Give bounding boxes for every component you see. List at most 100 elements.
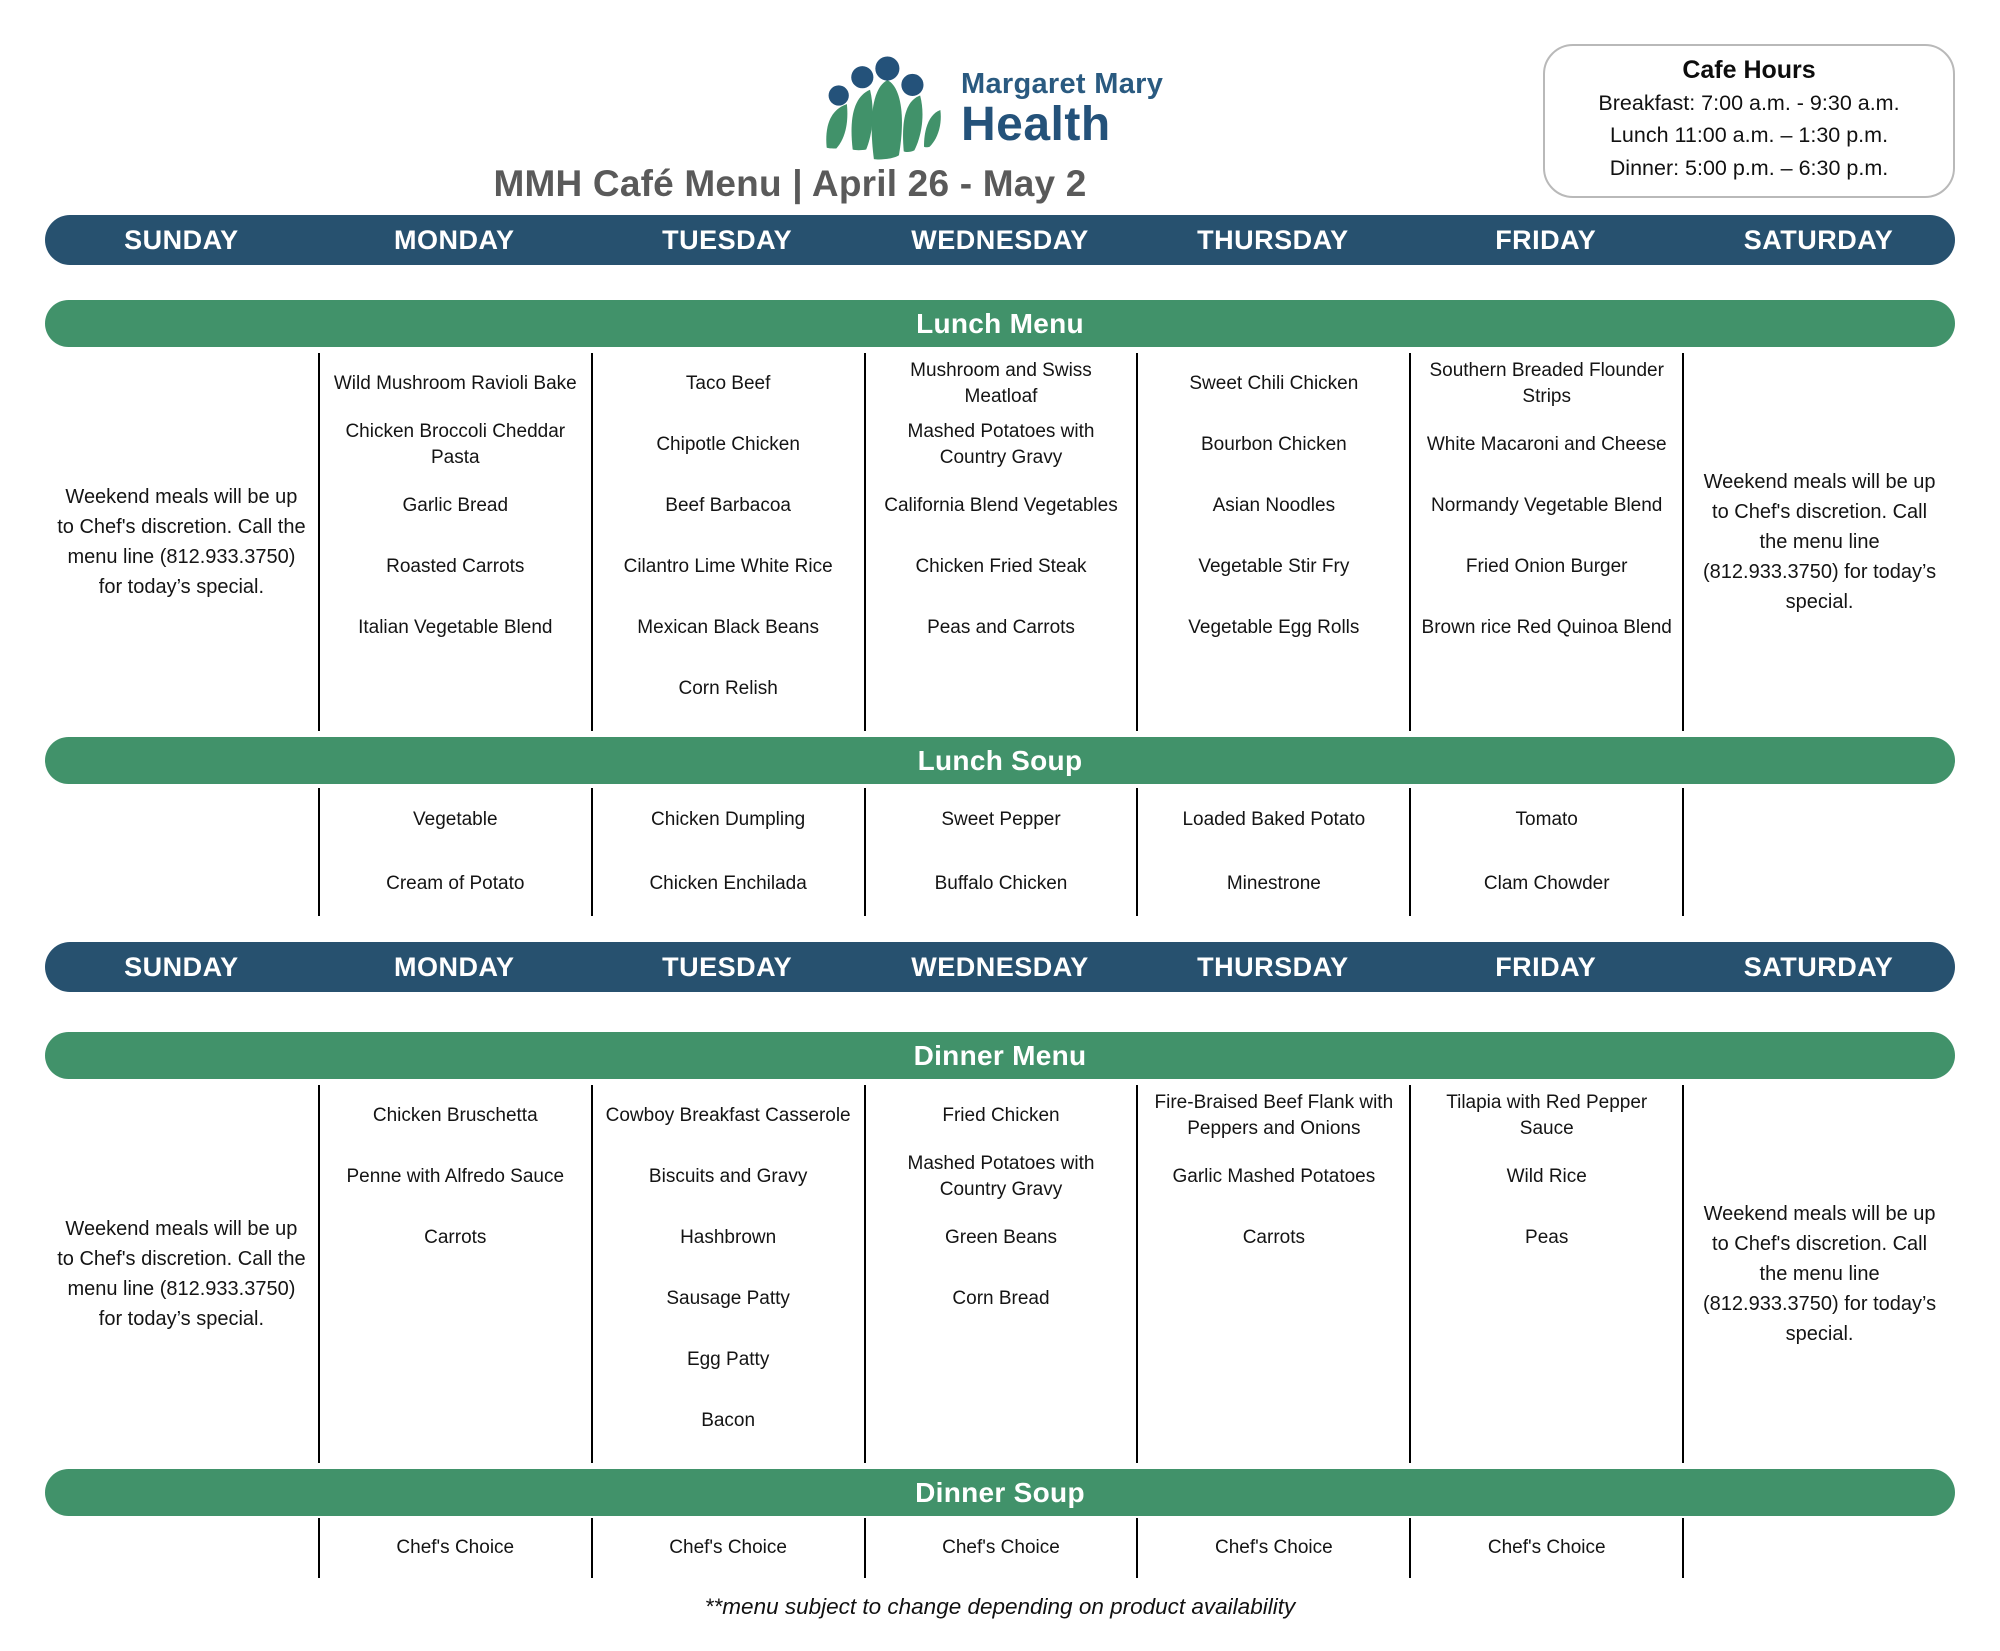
menu-item: Cilantro Lime White Rice (623, 555, 833, 577)
menu-item: Italian Vegetable Blend (358, 616, 553, 638)
menu-item: California Blend Vegetables (884, 494, 1118, 516)
lunch-saturday-cell: Weekend meals will be up to Chef's discr… (1682, 353, 1955, 731)
brand: Margaret Mary Health (823, 56, 1163, 162)
lunch-sunday-cell: Weekend meals will be up to Chef's discr… (45, 353, 318, 731)
soup-item: Chef's Choice (396, 1537, 515, 1559)
menu-item: Vegetable Stir Fry (1198, 555, 1350, 577)
lunch-grid: Weekend meals will be up to Chef's discr… (45, 347, 1955, 737)
menu-item: Wild Mushroom Ravioli Bake (333, 372, 577, 394)
menu-item: Brown rice Red Quinoa Blend (1421, 616, 1672, 638)
dinner-saturday-cell: Weekend meals will be up to Chef's discr… (1682, 1085, 1955, 1463)
brand-text: Margaret Mary Health (961, 68, 1163, 150)
lunch-soup-saturday-cell (1682, 788, 1955, 916)
menu-item: Cowboy Breakfast Casserole (605, 1104, 851, 1126)
menu-item: Chicken Fried Steak (915, 555, 1087, 577)
cafe-hours-lunch: Lunch 11:00 a.m. – 1:30 p.m. (1609, 123, 1889, 148)
lunch-soup-thursday-cell: Loaded Baked Potato Minestrone (1136, 788, 1409, 916)
lunch-soup-grid: Vegetable Cream of Potato Chicken Dumpli… (45, 784, 1955, 922)
brand-name-top: Margaret Mary (961, 68, 1164, 100)
menu-item: Garlic Mashed Potatoes (1172, 1165, 1376, 1187)
lunch-menu-bar: Lunch Menu (45, 300, 1955, 347)
lunch-soup-tuesday-cell: Chicken Dumpling Chicken Enchilada (590, 788, 864, 916)
menu-item: Sausage Patty (666, 1287, 790, 1309)
day-label-sunday: SUNDAY (124, 951, 239, 982)
day-label-friday: FRIDAY (1495, 951, 1597, 982)
day-label-monday: MONDAY (394, 224, 515, 255)
menu-item: Fried Chicken (942, 1104, 1060, 1126)
soup-item: Cream of Potato (386, 873, 525, 895)
menu-item: Tilapia with Red Pepper Sauce (1446, 1092, 1648, 1139)
dinner-friday-cell: Tilapia with Red Pepper Sauce Wild Rice … (1409, 1085, 1682, 1463)
spacer (45, 265, 1955, 300)
day-label-sunday: SUNDAY (124, 224, 239, 255)
page-title: MMH Café Menu | April 26 - May 2 (493, 163, 1087, 204)
lunch-soup-sunday-cell (45, 788, 318, 916)
menu-item: Asian Noodles (1212, 494, 1336, 516)
dinner-monday-cell: Chicken Bruschetta Penne with Alfredo Sa… (317, 1085, 591, 1463)
menu-item: Vegetable Egg Rolls (1188, 616, 1360, 638)
day-label-thursday: THURSDAY (1197, 224, 1349, 255)
menu-item: Mexican Black Beans (637, 616, 819, 638)
soup-item: Chef's Choice (669, 1537, 787, 1559)
availability-footnote: **menu subject to change depending on pr… (704, 1594, 1296, 1619)
menu-item: White Macaroni and Cheese (1426, 433, 1667, 455)
brand-name-bottom: Health (961, 98, 1111, 151)
lunch-soup-bar: Lunch Soup (45, 737, 1955, 784)
menu-item: Chicken Broccoli Cheddar Pasta (345, 421, 566, 468)
menu-item: Roasted Carrots (386, 555, 525, 577)
soup-item: Sweet Pepper (941, 809, 1061, 831)
weekend-note: Weekend meals will be up to Chef's discr… (1703, 1203, 1937, 1345)
menu-item: Beef Barbacoa (665, 494, 791, 516)
menu-item: Sweet Chili Chicken (1189, 372, 1359, 394)
weekend-note: Weekend meals will be up to Chef's discr… (57, 1218, 306, 1330)
menu-item: Chipotle Chicken (656, 433, 800, 455)
menu-item: Chicken Bruschetta (372, 1104, 538, 1126)
day-label-tuesday: TUESDAY (662, 224, 793, 255)
soup-item: Clam Chowder (1483, 873, 1610, 895)
soup-item: Chicken Enchilada (649, 873, 807, 895)
cafe-hours-breakfast: Breakfast: 7:00 a.m. - 9:30 a.m. (1598, 91, 1900, 115)
soup-item: Chicken Dumpling (651, 809, 806, 831)
weekend-note: Weekend meals will be up to Chef's discr… (57, 486, 306, 598)
soup-item: Chef's Choice (1215, 1537, 1333, 1559)
dinner-tuesday-cell: Cowboy Breakfast Casserole Biscuits and … (590, 1085, 864, 1463)
page-header: Margaret Mary Health MMH Café Menu | Apr… (45, 0, 1955, 215)
menu-item: Mushroom and Swiss Meatloaf (910, 360, 1092, 407)
menu-item: Egg Patty (686, 1348, 770, 1370)
day-header-row-bottom: SUNDAY MONDAY TUESDAY WEDNESDAY THURSDAY… (45, 942, 1955, 992)
lunch-soup-wednesday-cell: Sweet Pepper Buffalo Chicken (863, 788, 1137, 916)
day-label-monday: MONDAY (394, 951, 515, 982)
mmh-logo-icon (826, 56, 941, 160)
soup-item: Tomato (1515, 809, 1578, 831)
dinner-soup-bar: Dinner Soup (45, 1469, 1955, 1516)
menu-item: Corn Bread (952, 1287, 1050, 1309)
menu-item: Biscuits and Gravy (648, 1165, 808, 1187)
menu-item: Carrots (424, 1226, 487, 1248)
day-label-wednesday: WEDNESDAY (911, 224, 1089, 255)
menu-item: Fire-Braised Beef Flank with Peppers and… (1154, 1092, 1394, 1139)
menu-item: Garlic Bread (402, 494, 509, 516)
soup-item: Loaded Baked Potato (1182, 809, 1366, 831)
day-label-wednesday: WEDNESDAY (911, 951, 1089, 982)
menu-item: Bourbon Chicken (1200, 433, 1347, 455)
menu-item: Mashed Potatoes with Country Gravy (907, 421, 1095, 468)
dinner-soup-saturday-cell (1682, 1518, 1955, 1578)
cafe-hours-dinner: Dinner: 5:00 p.m. – 6:30 p.m. (1609, 155, 1889, 180)
menu-item: Fried Onion Burger (1465, 555, 1628, 577)
soup-item: Vegetable (413, 809, 498, 831)
spacer (45, 992, 1955, 1032)
menu-item: Taco Beef (685, 372, 771, 394)
lunch-friday-cell: Southern Breaded Flounder Strips White M… (1409, 353, 1682, 731)
menu-item: Southern Breaded Flounder Strips (1429, 360, 1664, 407)
lunch-thursday-cell: Sweet Chili Chicken Bourbon Chicken Asia… (1136, 353, 1409, 731)
dinner-soup-tuesday-cell: Chef's Choice (590, 1518, 864, 1578)
soup-item: Chef's Choice (1487, 1537, 1606, 1559)
lunch-tuesday-cell: Taco Beef Chipotle Chicken Beef Barbacoa… (590, 353, 864, 731)
dinner-soup-friday-cell: Chef's Choice (1409, 1518, 1682, 1578)
day-label-friday: FRIDAY (1495, 224, 1597, 255)
soup-item: Buffalo Chicken (934, 873, 1068, 895)
menu-item: Penne with Alfredo Sauce (346, 1165, 565, 1187)
menu-item: Peas and Carrots (927, 616, 1075, 638)
dinner-soup-grid: Chef's Choice Chef's Choice Chef's Choic… (45, 1516, 1955, 1588)
